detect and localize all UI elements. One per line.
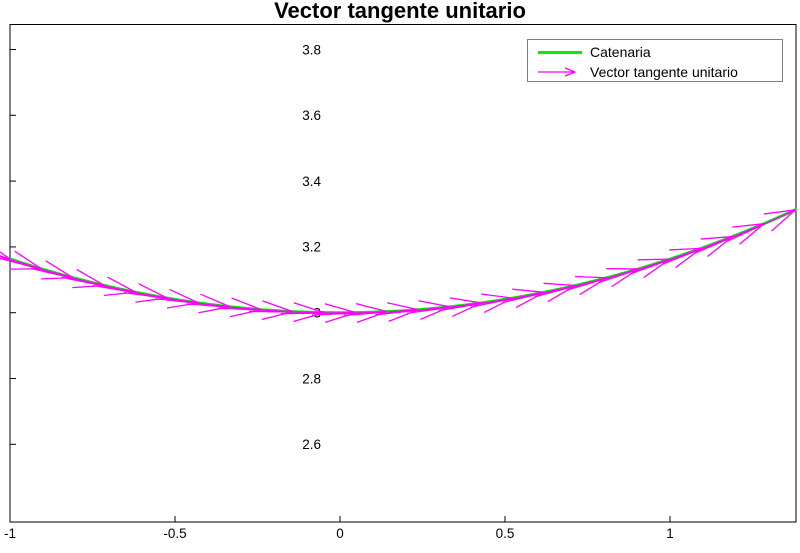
svg-text:-0.5: -0.5 [163, 526, 186, 541]
svg-text:3.8: 3.8 [302, 42, 321, 57]
svg-text:3.4: 3.4 [302, 174, 321, 189]
svg-text:0: 0 [336, 526, 344, 541]
svg-text:0.5: 0.5 [496, 526, 515, 541]
svg-text:1: 1 [666, 526, 674, 541]
svg-text:-1: -1 [4, 526, 16, 541]
svg-text:2.8: 2.8 [302, 371, 321, 386]
svg-text:3.2: 3.2 [302, 240, 321, 255]
svg-text:3.6: 3.6 [302, 108, 321, 123]
svg-text:2.6: 2.6 [302, 437, 321, 452]
